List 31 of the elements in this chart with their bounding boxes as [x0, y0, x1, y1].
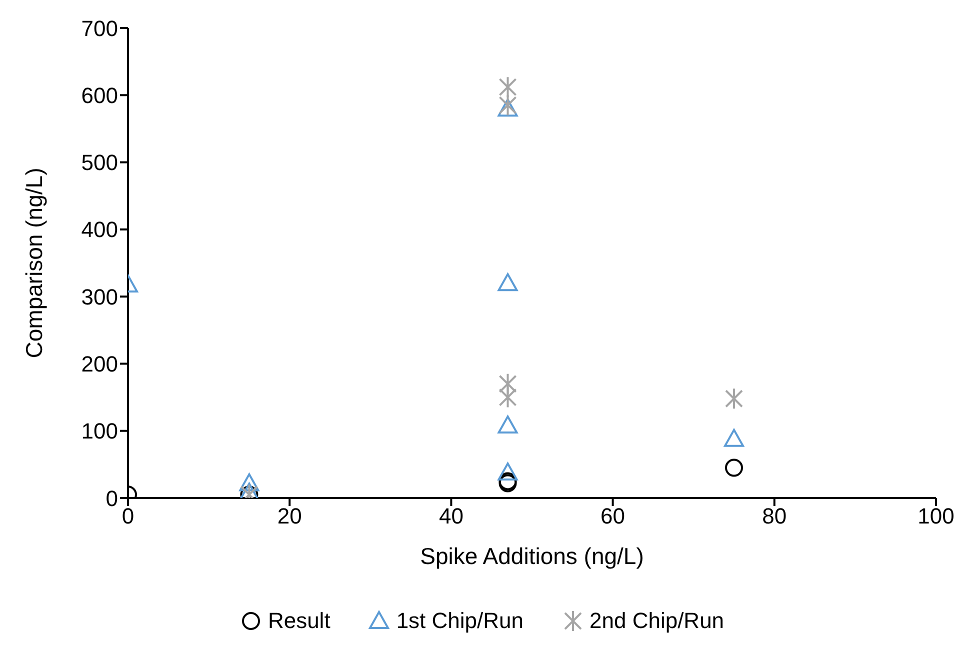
legend-label: 2nd Chip/Run — [590, 608, 724, 634]
y-tick-label: 700 — [81, 16, 118, 41]
x-tick-label: 60 — [600, 504, 626, 529]
y-tick-label: 0 — [106, 486, 118, 511]
point — [498, 94, 517, 116]
point — [498, 273, 518, 292]
y-tick-label: 400 — [81, 217, 118, 242]
point — [725, 458, 743, 477]
y-tick-label: 300 — [81, 284, 118, 310]
point — [498, 372, 517, 395]
x-tick-label: 80 — [762, 504, 787, 529]
legend-label: 1st Chip/Run — [396, 608, 524, 634]
y-tick-label: 200 — [81, 352, 118, 377]
y-axis-title: Comparison (ng/L) — [21, 168, 48, 358]
point — [239, 473, 260, 492]
point — [498, 386, 517, 408]
point — [498, 98, 518, 117]
x-axis-title: Spike Additions (ng/L) — [420, 543, 644, 569]
legend-label: Result — [268, 608, 330, 634]
x-tick-label: 100 — [918, 504, 954, 529]
point — [498, 76, 517, 98]
point — [498, 462, 518, 480]
x-tick-label: 20 — [277, 504, 302, 529]
point — [498, 415, 518, 434]
x-tick-label: 40 — [438, 504, 464, 529]
point — [724, 428, 744, 447]
y-tick-label: 100 — [81, 418, 118, 444]
point — [725, 388, 743, 410]
y-tick-label: 600 — [81, 82, 118, 108]
y-tick-label: 500 — [81, 150, 118, 176]
x-tick-label: 0 — [122, 504, 134, 529]
